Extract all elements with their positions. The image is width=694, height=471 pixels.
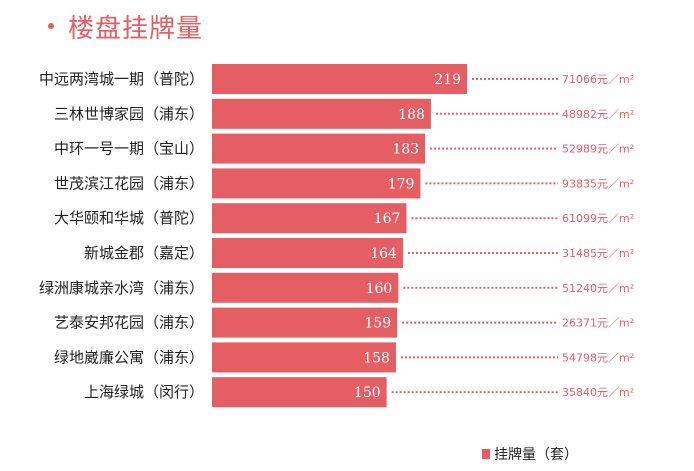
price-label: 51240元／m² [562,282,634,295]
bar-value-label: 160 [366,281,393,297]
bar-value-label: 164 [370,246,397,262]
category-label: 中远两湾城一期（普陀） [39,70,204,88]
category-label: 绿地崴廉公寓（浦东） [54,348,204,366]
price-label: 31485元／m² [562,247,634,260]
bar-value-label: 188 [398,107,425,123]
bar [212,64,467,94]
bar-value-label: 219 [434,72,461,88]
bar-chart: 中远两湾城一期（普陀） 219 71066元／m² 三林世博家园（浦东） 188 4898… [39,64,634,408]
price-label: 93835元／m² [562,177,634,190]
chart-title: 楼盘挂牌量 [68,13,204,44]
bar [212,98,431,129]
category-label: 三林世博家园（浦东） [54,105,204,123]
category-label: 新城金郡（嘉定） [84,244,204,262]
bar [212,133,426,164]
bar-value-label: 179 [388,176,415,192]
price-label: 71066元／m² [562,73,634,86]
bar-value-label: 150 [354,385,381,401]
category-label: 大华颐和华城（普陀） [54,209,204,227]
price-label: 26371元／m² [562,317,634,330]
category-label: 上海绿城（闵行） [84,383,204,401]
bar [212,377,387,408]
price-label: 61099元／m² [562,212,634,225]
legend: 挂牌量（套） [482,444,578,464]
category-label: 世茂滨江花园（浦东） [54,174,204,192]
category-label: 中环一号一期（宝山） [54,140,204,158]
bar-value-label: 159 [364,316,391,332]
bar [212,203,407,234]
category-label: 艺泰安邦花园（浦东） [54,314,204,332]
bar [212,342,396,373]
bar-value-label: 183 [392,142,419,158]
price-label: 48982元／m² [562,108,634,121]
bar [212,272,399,303]
price-label: 52989元／m² [562,143,634,156]
legend-label: 挂牌量（套） [494,447,578,463]
price-label: 54798元／m² [562,351,634,364]
bar [212,238,403,268]
price-label: 35840元／m² [562,386,634,399]
category-label: 绿洲康城亲水湾（浦东） [39,279,204,297]
bar-value-label: 158 [363,350,390,366]
bar-value-label: 167 [374,211,401,227]
bar [212,168,421,199]
bullet-dot-icon [48,23,54,29]
legend-swatch [482,449,490,459]
bar [212,307,398,338]
title-row: 楼盘挂牌量 [48,6,203,46]
